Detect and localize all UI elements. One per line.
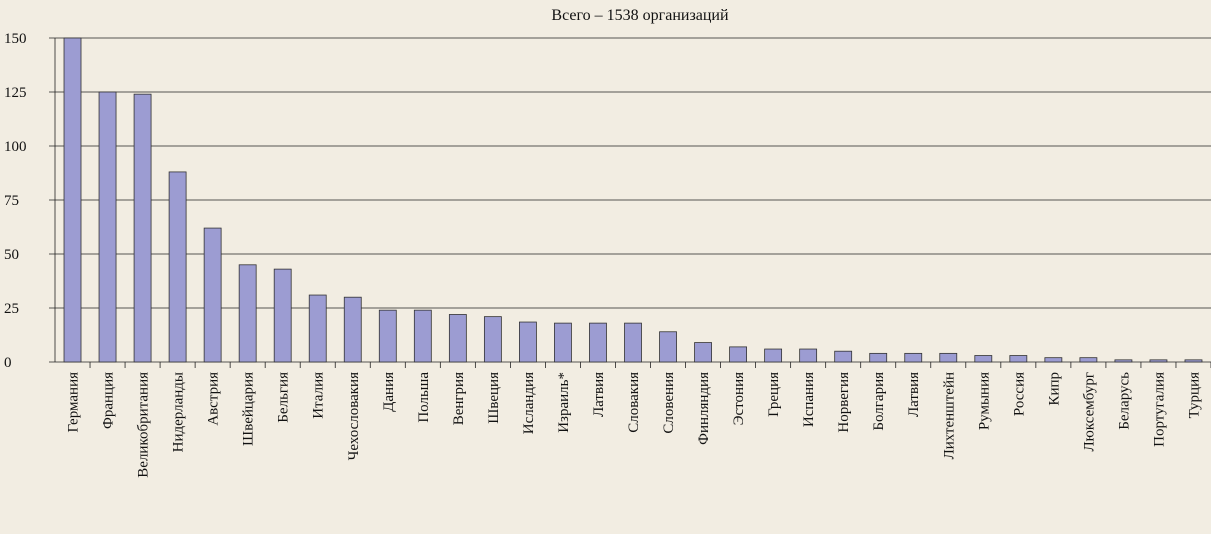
x-tick-label: Латвия <box>906 372 922 417</box>
bar <box>904 352 923 363</box>
bar <box>694 342 712 363</box>
bar <box>554 322 572 363</box>
x-tick-label: Люксембург <box>1081 372 1097 452</box>
x-tick-label: Великобритания <box>136 372 152 478</box>
bar <box>624 322 642 363</box>
x-tick-label: Россия <box>1011 372 1027 416</box>
x-tick-label: Италия <box>311 372 327 419</box>
x-tick-label: Латвия <box>591 372 607 417</box>
x-tick-label: Румыния <box>976 372 992 430</box>
bar <box>343 296 362 363</box>
x-tick-label: Дания <box>381 372 397 412</box>
x-tick-label: Норвегия <box>836 372 852 433</box>
chart-title: Всего – 1538 организаций <box>551 7 729 24</box>
x-tick-label: Эстония <box>731 372 747 425</box>
x-tick-label: Исландия <box>521 372 537 434</box>
x-tick-label: Германия <box>66 372 82 433</box>
x-tick-label: Швейцария <box>241 372 257 446</box>
x-tick-label: Турция <box>1186 372 1202 418</box>
x-tick-label: Польша <box>416 372 432 423</box>
bar <box>63 37 82 363</box>
bar <box>448 314 467 363</box>
x-tick-label: Словения <box>661 372 677 434</box>
bar <box>203 227 222 363</box>
bar <box>168 171 187 363</box>
y-tick-label: 75 <box>4 193 19 209</box>
x-tick-label: Австрия <box>206 372 222 426</box>
y-tick-label: 125 <box>4 85 27 101</box>
bar <box>98 91 117 363</box>
y-tick-label: 50 <box>4 247 19 263</box>
bar <box>308 294 327 363</box>
bar <box>729 346 747 363</box>
bar <box>974 355 993 363</box>
y-tick-label: 0 <box>4 355 12 371</box>
bar <box>273 268 292 363</box>
bar <box>1009 355 1028 363</box>
bar <box>659 331 677 363</box>
bar <box>378 309 397 363</box>
y-tick-label: 150 <box>4 31 27 47</box>
bar <box>1149 359 1168 363</box>
x-tick-label: Франция <box>101 372 117 429</box>
x-tick-label: Чехословакия <box>346 372 362 461</box>
x-tick-label: Португалия <box>1151 372 1167 447</box>
bar <box>764 348 783 363</box>
bar <box>1184 359 1203 363</box>
x-tick-label: Испания <box>801 372 817 427</box>
x-tick-label: Лихтенштейн <box>941 372 957 459</box>
x-tick-label: Нидерланды <box>171 372 187 452</box>
x-tick-label: Финляндия <box>696 372 712 445</box>
bar <box>834 350 853 363</box>
bar <box>1114 359 1133 363</box>
bar <box>589 322 607 363</box>
bar <box>939 352 958 363</box>
y-tick-label: 100 <box>4 139 27 155</box>
bar <box>133 93 152 363</box>
x-tick-label: Болгария <box>871 372 887 431</box>
bar <box>413 309 432 363</box>
x-tick-label: Беларусь <box>1116 372 1132 430</box>
x-tick-label: Бельгия <box>276 372 292 423</box>
bar <box>869 352 888 363</box>
y-tick-label: 25 <box>4 301 19 317</box>
x-tick-label: Израиль* <box>556 372 572 433</box>
bar <box>238 264 257 363</box>
x-tick-label: Венгрия <box>451 372 467 425</box>
bar <box>1044 357 1063 363</box>
x-tick-label: Кипр <box>1046 372 1062 406</box>
bar <box>483 316 502 363</box>
x-tick-label: Словакия <box>626 372 642 433</box>
x-tick-label: Швеция <box>486 372 502 424</box>
x-tick-label: Греция <box>766 372 782 417</box>
bar <box>1079 357 1098 363</box>
bar <box>519 321 537 363</box>
bar <box>799 348 818 363</box>
